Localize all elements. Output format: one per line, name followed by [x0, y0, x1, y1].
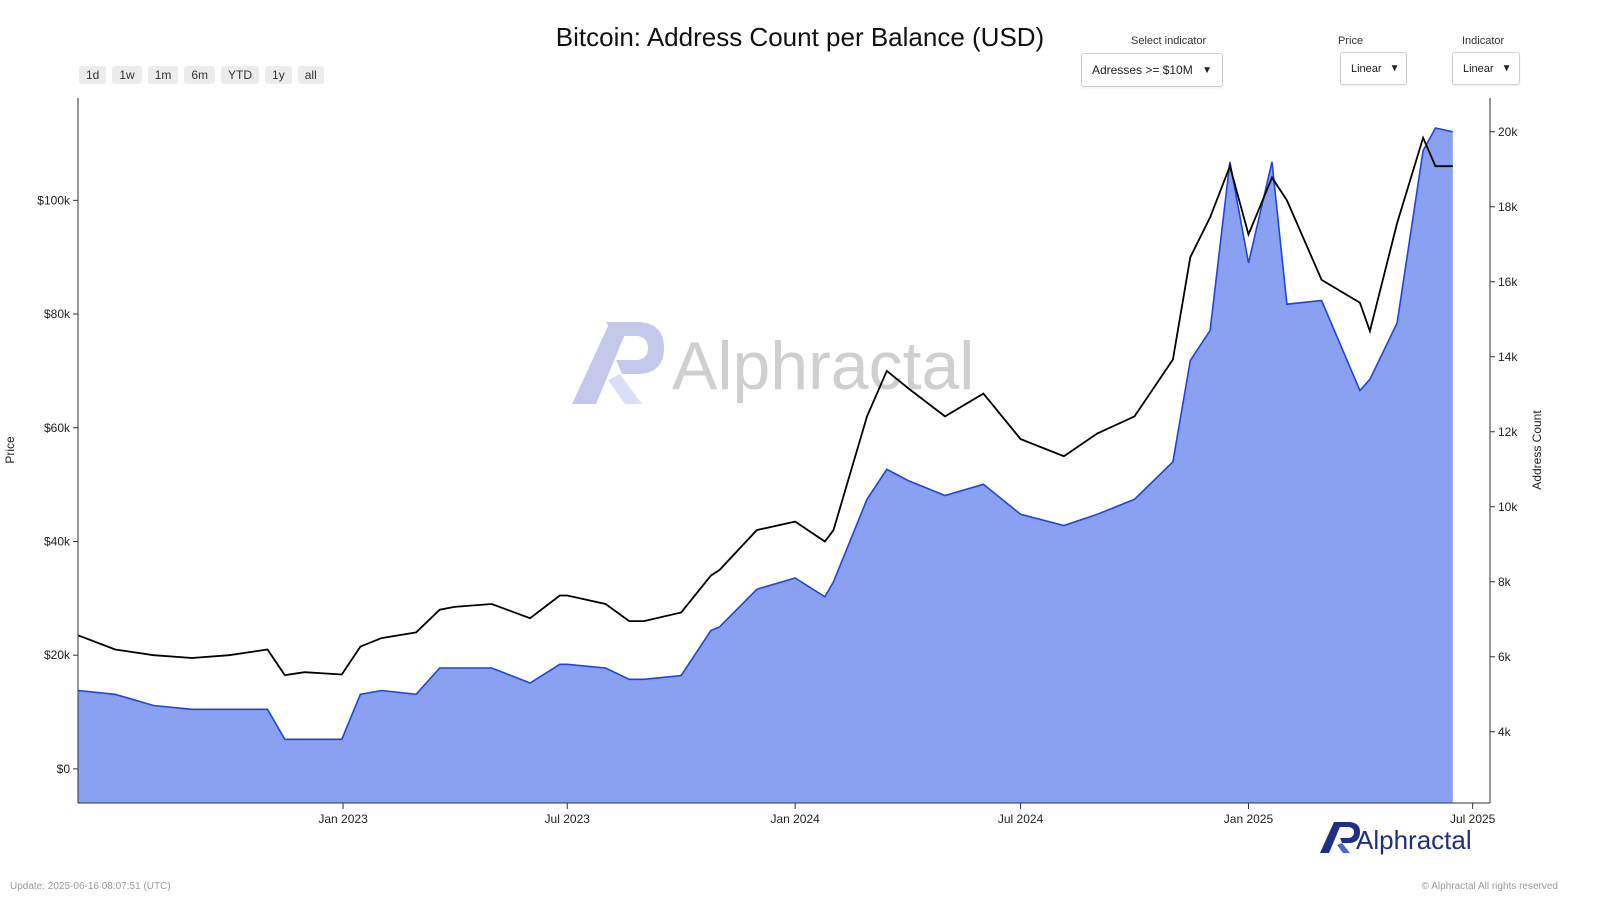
y-tick-label: $60k: [44, 421, 71, 435]
range-button-ytd[interactable]: YTD: [221, 66, 260, 84]
range-button-1y[interactable]: 1y: [265, 66, 292, 84]
range-button-all[interactable]: all: [297, 66, 324, 84]
chart-title: Bitcoin: Address Count per Balance (USD): [555, 22, 1045, 52]
watermark-text: Alphractal: [672, 328, 974, 404]
range-button-6m[interactable]: 6m: [184, 66, 216, 84]
indicator-scale-value: Linear: [1463, 62, 1494, 75]
y2-tick-label: 10k: [1498, 500, 1518, 514]
y-tick-label: $0: [57, 762, 71, 776]
y2-tick-label: 4k: [1498, 725, 1512, 739]
y2-tick-label: 18k: [1498, 200, 1518, 214]
x-tick-label: Jan 2023: [318, 812, 368, 826]
y2-tick-label: 12k: [1498, 425, 1518, 439]
range-button-1d[interactable]: 1d: [79, 66, 107, 84]
range-button-group: 1d 1w 1m 6m YTD 1y all: [79, 66, 324, 84]
indicator-select[interactable]: Adresses >= $10M ▼: [1081, 53, 1223, 87]
y2-tick-label: 8k: [1498, 575, 1512, 589]
price-scale-select[interactable]: Linear ▼: [1340, 52, 1407, 85]
x-tick-label: Jan 2024: [770, 812, 820, 826]
indicator-select-value: Adresses >= $10M: [1092, 63, 1193, 77]
range-button-1m[interactable]: 1m: [147, 66, 179, 84]
price-scale-label: Price: [1338, 35, 1364, 47]
chevron-down-icon: ▼: [1202, 64, 1212, 76]
indicator-select-label: Select indicator: [1131, 35, 1207, 47]
x-tick-label: Jul 2023: [545, 812, 591, 826]
y-tick-label: $40k: [44, 534, 71, 548]
y-axis-title: Price: [3, 436, 17, 464]
indicator-scale-label: Indicator: [1462, 35, 1505, 47]
chevron-down-icon: ▼: [1501, 63, 1512, 74]
y-tick-label: $80k: [44, 307, 71, 321]
indicator-scale-select[interactable]: Linear ▼: [1452, 52, 1520, 85]
y2-axis-title: Address Count: [1530, 410, 1544, 490]
y2-tick-label: 14k: [1498, 350, 1518, 364]
update-timestamp: Update: 2025-06-16 08:07:51 (UTC): [10, 881, 171, 892]
watermark-logo-icon: [572, 322, 664, 404]
brand-logo: Alphractal: [1320, 822, 1472, 855]
axes: Jan 2023 Jul 2023 Jan 2024 Jul 2024 Jan 2025…: [37, 98, 1518, 826]
plot-area: [77, 127, 1453, 803]
y-tick-label: $20k: [44, 648, 71, 662]
price-line: [77, 135, 1453, 677]
range-button-1w[interactable]: 1w: [112, 66, 142, 84]
y2-tick-label: 16k: [1498, 275, 1518, 289]
alphractal-logo-icon: [1320, 822, 1360, 853]
y-tick-label: $100k: [37, 193, 71, 207]
price-scale-value: Linear: [1351, 62, 1382, 75]
watermark: Alphractal: [572, 322, 974, 404]
chevron-down-icon: ▼: [1389, 63, 1400, 74]
x-tick-label: Jan 2025: [1224, 812, 1274, 826]
address-count-area: [78, 128, 1453, 803]
logo-text: Alphractal: [1356, 825, 1472, 855]
y2-tick-label: 6k: [1498, 650, 1512, 664]
x-tick-label: Jul 2024: [998, 812, 1044, 826]
x-tick-label: Jul 2025: [1450, 812, 1496, 826]
y2-tick-label: 20k: [1498, 125, 1518, 139]
copyright-text: © Alphractal All rights reserved: [1421, 881, 1558, 892]
